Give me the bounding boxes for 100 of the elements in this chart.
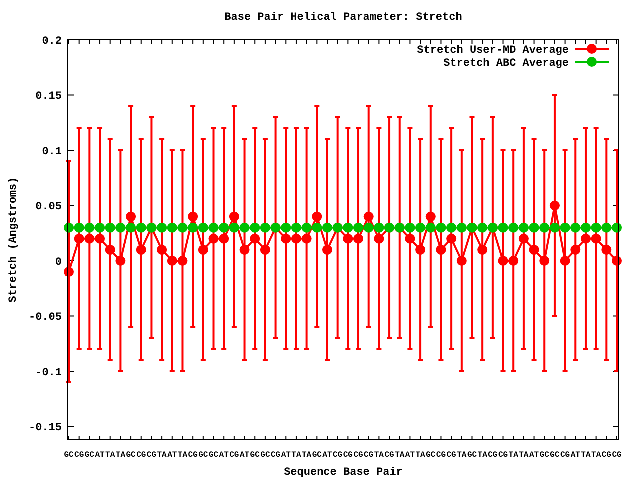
point <box>281 234 292 244</box>
point <box>198 222 208 233</box>
x-tick-label: CG <box>488 451 498 460</box>
x-tick-label: AT <box>281 451 292 460</box>
x-tick-label: GC <box>312 451 322 460</box>
point <box>188 212 198 222</box>
point <box>405 234 416 244</box>
x-tick-label: TA <box>292 451 302 460</box>
x-tick-label: GC <box>250 451 260 460</box>
point <box>540 222 550 233</box>
x-tick-label: CG <box>602 451 612 460</box>
x-tick-label: TA <box>478 451 488 460</box>
x-tick-label: TA <box>116 451 126 460</box>
point <box>364 222 374 233</box>
x-tick-label: TA <box>178 451 188 460</box>
x-tick-label: GC <box>208 451 219 460</box>
point <box>570 222 581 233</box>
point <box>198 244 208 255</box>
legend-label: Stretch ABC Average <box>444 58 570 70</box>
point <box>560 256 570 266</box>
x-tick-label: AT <box>95 451 106 460</box>
point <box>426 222 436 233</box>
point <box>416 222 426 233</box>
point <box>178 222 188 233</box>
x-tick-label: CG <box>333 451 343 460</box>
x-tick-label: TA <box>157 451 168 460</box>
point <box>416 244 426 255</box>
point <box>529 222 540 233</box>
y-axis-title: Stretch (Angstroms) <box>8 177 20 303</box>
point <box>84 234 95 244</box>
point <box>167 256 178 266</box>
point <box>312 222 322 233</box>
x-tick-label: AT <box>322 451 332 460</box>
x-tick-label: AT <box>405 451 416 460</box>
point <box>456 256 467 266</box>
point <box>508 222 519 233</box>
point <box>405 222 416 233</box>
point <box>126 222 136 233</box>
point <box>188 222 198 233</box>
point <box>518 234 529 244</box>
point <box>219 234 230 244</box>
point <box>157 244 168 255</box>
point <box>240 222 250 233</box>
x-tick-label: TA <box>519 451 529 460</box>
x-tick-label: GC <box>64 451 74 460</box>
x-tick-label: GC <box>84 451 95 460</box>
point <box>580 222 591 233</box>
point <box>446 234 457 244</box>
point <box>374 222 384 233</box>
point <box>302 234 312 244</box>
x-tick-label: CG <box>446 451 457 460</box>
point <box>508 256 519 266</box>
point <box>178 256 188 266</box>
x-tick-label: CG <box>436 451 446 460</box>
point <box>612 256 622 266</box>
point <box>126 212 136 222</box>
x-tick-label: TA <box>508 451 519 460</box>
point <box>136 244 146 255</box>
point <box>260 222 270 233</box>
point <box>157 222 168 233</box>
x-tick-label: AT <box>570 451 581 460</box>
point <box>570 244 581 255</box>
point <box>74 234 84 244</box>
point <box>291 222 302 233</box>
y-tick-label: 0.1 <box>42 146 62 158</box>
point <box>116 256 126 266</box>
point <box>291 234 302 244</box>
x-tick-label: TA <box>416 451 426 460</box>
x-tick-label: CG <box>560 451 570 460</box>
point <box>240 244 250 255</box>
point <box>95 234 106 244</box>
x-tick-label: TA <box>106 451 116 460</box>
x-tick-label: GC <box>198 451 208 460</box>
x-tick-label: TA <box>374 451 384 460</box>
point <box>302 222 312 233</box>
x-tick-label: CG <box>188 451 198 460</box>
x-tick-label: AT <box>240 451 250 460</box>
point <box>105 244 116 255</box>
point <box>436 244 446 255</box>
point <box>229 212 240 222</box>
point <box>426 212 436 222</box>
point <box>602 222 612 233</box>
point <box>374 234 384 244</box>
point <box>436 222 446 233</box>
point <box>281 222 292 233</box>
point <box>478 244 488 255</box>
x-tick-label: CG <box>384 451 395 460</box>
y-tick-label: 0.15 <box>36 91 62 104</box>
point <box>229 222 240 233</box>
point <box>250 234 260 244</box>
point <box>540 256 550 266</box>
point <box>250 222 260 233</box>
x-tick-label: CG <box>498 451 508 460</box>
point <box>498 256 508 266</box>
point <box>343 222 354 233</box>
point <box>322 244 332 255</box>
x-tick-label: GC <box>467 451 478 460</box>
legend-label: Stretch User-MD Average <box>417 45 570 57</box>
x-tick-label: TA <box>581 451 591 460</box>
point <box>550 222 560 233</box>
